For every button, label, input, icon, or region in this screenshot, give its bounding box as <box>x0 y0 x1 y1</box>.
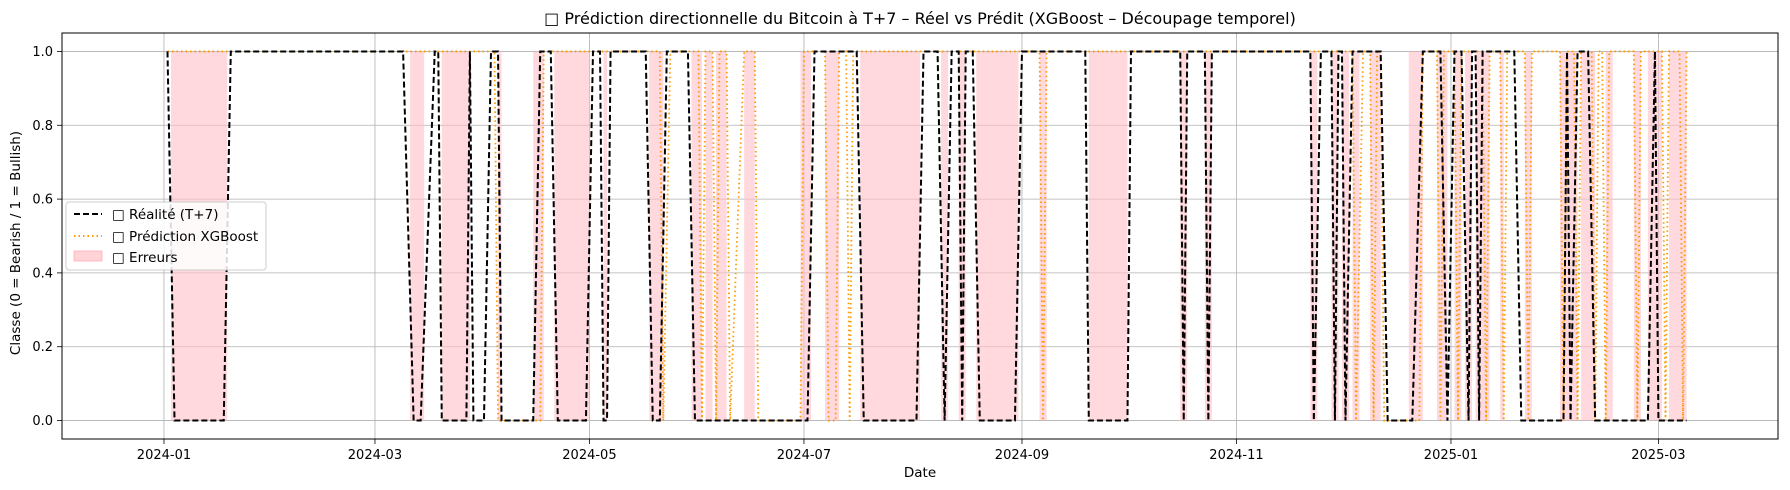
error-region <box>691 51 702 421</box>
plot-frame <box>61 32 1779 440</box>
error-region <box>1500 51 1504 421</box>
error-region <box>441 51 470 421</box>
error-region <box>1204 51 1212 421</box>
x-tick-label: 2025-03 <box>1631 448 1685 463</box>
error-region <box>976 51 1019 421</box>
legend: □ Réalité (T+7) □ Prédiction XGBoost □ E… <box>65 201 267 271</box>
error-region <box>1331 51 1339 421</box>
legend-label-predicted: □ Prédiction XGBoost <box>112 229 258 245</box>
y-tick-label: 0.8 <box>32 119 53 134</box>
error-region <box>1647 51 1662 421</box>
error-region <box>1524 51 1532 421</box>
legend-box <box>65 201 267 271</box>
error-region <box>1088 51 1128 421</box>
error-region <box>860 51 920 421</box>
y-tick-label: 0.4 <box>32 266 53 281</box>
error-region <box>1581 51 1596 421</box>
x-tick-label: 2024-09 <box>995 448 1049 463</box>
series-lines <box>166 50 1688 422</box>
legend-swatch-errors <box>73 250 103 262</box>
error-region <box>1180 51 1188 421</box>
error-region <box>1352 51 1360 421</box>
y-tick-label: 0.2 <box>32 340 53 355</box>
error-region <box>744 51 755 421</box>
chart-title: □ Prédiction directionnelle du Bitcoin à… <box>544 9 1296 28</box>
x-axis-title: Date <box>904 465 936 481</box>
error-region <box>1633 51 1641 421</box>
error-region <box>1370 51 1381 421</box>
error-region <box>1465 51 1473 421</box>
legend-label-errors: □ Erreurs <box>112 250 178 266</box>
error-region <box>649 51 664 421</box>
error-region <box>410 51 425 421</box>
legend-label-actual: □ Réalité (T+7) <box>112 207 218 223</box>
x-tick-label: 2024-05 <box>562 448 616 463</box>
y-tick-label: 0.0 <box>32 414 53 429</box>
actual-series-line <box>166 50 1687 422</box>
error-region <box>1605 51 1613 421</box>
error-region <box>941 51 949 421</box>
error-region <box>800 51 811 421</box>
y-axis-ticks: 0.0 0.2 0.4 0.6 0.8 1.0 <box>32 45 62 429</box>
error-region <box>533 51 544 421</box>
x-tick-label: 2025-01 <box>1424 448 1478 463</box>
error-region <box>554 51 590 421</box>
x-tick-label: 2024-01 <box>137 448 191 463</box>
error-region <box>603 51 608 421</box>
error-region <box>1310 51 1318 421</box>
y-tick-label: 1.0 <box>32 45 53 60</box>
x-tick-label: 2024-11 <box>1209 448 1263 463</box>
error-region <box>705 51 713 421</box>
x-tick-label: 2024-07 <box>777 448 831 463</box>
error-region <box>1454 51 1462 421</box>
error-region <box>1039 51 1047 421</box>
error-region <box>716 51 727 421</box>
x-axis-ticks: 2024-01 2024-03 2024-05 2024-07 2024-09 2024-… <box>137 439 1686 463</box>
error-region <box>958 51 966 421</box>
error-region <box>1668 51 1687 421</box>
y-tick-label: 0.6 <box>32 193 53 208</box>
x-tick-label: 2024-03 <box>348 448 402 463</box>
predicted-series-line <box>167 50 1688 422</box>
y-axis-title: Classe (0 = Bearish / 1 = Bullish) <box>8 131 24 355</box>
error-region <box>1341 51 1349 421</box>
